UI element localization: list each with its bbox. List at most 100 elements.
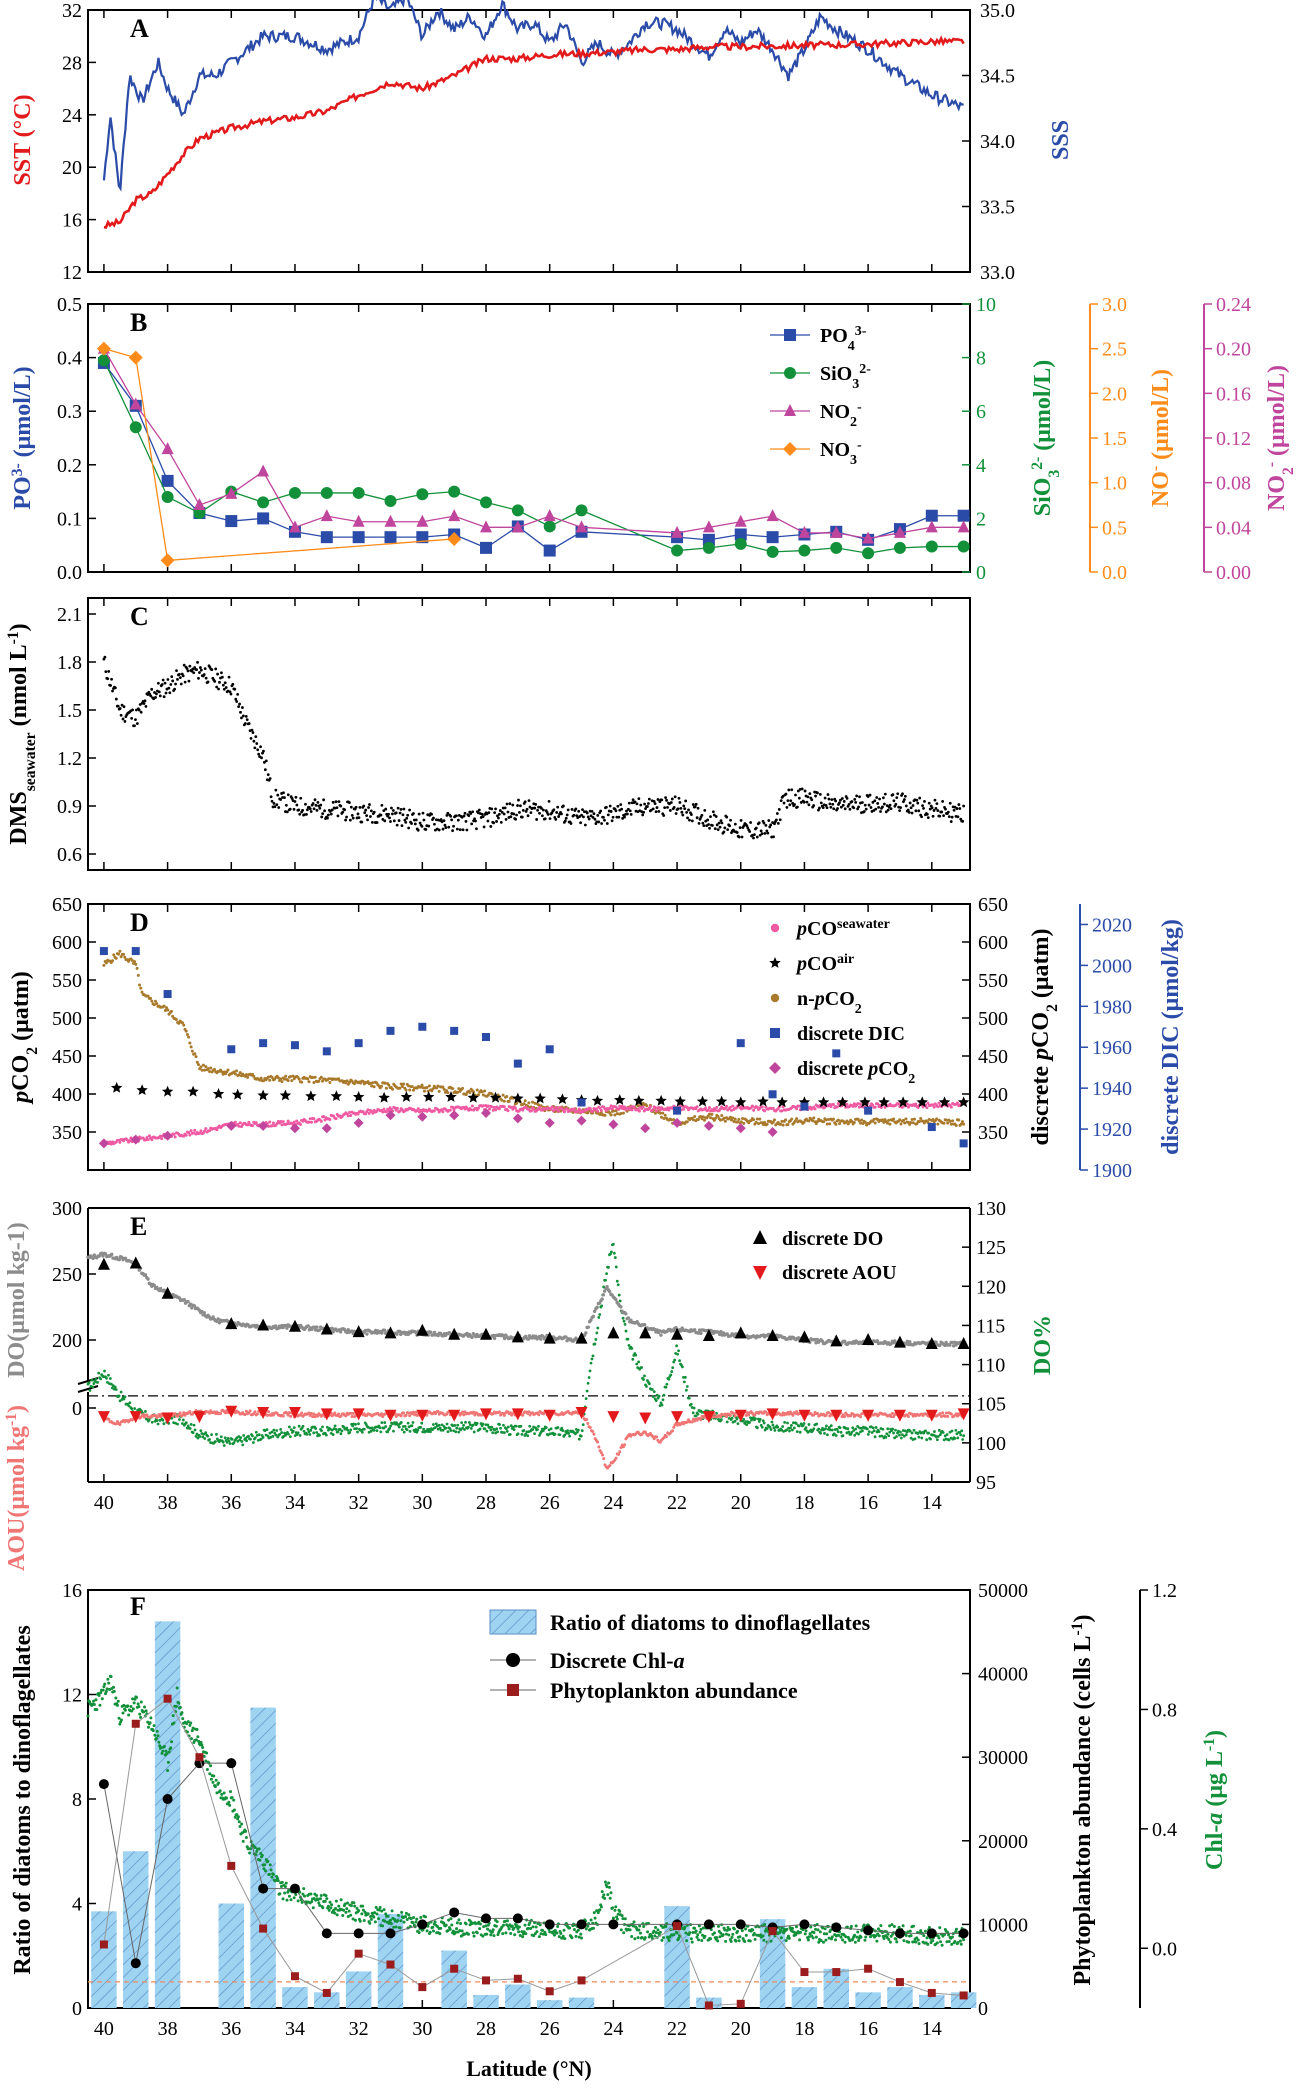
panel-c-dms-points-point (137, 708, 141, 712)
panel-e-dopercent-points-point (652, 1390, 656, 1394)
panel-d-npco2-points-point (190, 1049, 194, 1053)
panel-c-dms-points-point (593, 817, 597, 821)
panel-e-dopercent-points-point (678, 1359, 681, 1363)
panel-e-dopercent-points-point (97, 1371, 101, 1375)
panel-d-r1-tick-label: 650 (978, 894, 1008, 916)
panel-c-dms-points-point (695, 816, 699, 820)
panel-d-npco2-points-point (691, 1118, 695, 1122)
panel-c-dms-points-point (953, 805, 957, 809)
panel-c-dms-points-point (368, 803, 371, 806)
panel-e-dopercent-points-point (576, 1428, 580, 1432)
panel-e-dopercent-points-point (684, 1388, 688, 1392)
panel-c-dms-points-point (467, 814, 471, 818)
panel-c-dms-points-point (722, 830, 726, 834)
panel-e-dopercent-points-point (88, 1389, 92, 1392)
panel-c-dms-points-point (334, 800, 338, 804)
panel-e-dopercent-points-point (478, 1427, 482, 1431)
panel-d-npco2-points-point (899, 1122, 903, 1126)
panel-c-dms-points-point (335, 806, 339, 810)
panel-c-dms-points-point (186, 669, 190, 673)
panel-c-dms-points-point (779, 799, 783, 803)
panel-b-SiO3-point (416, 488, 429, 501)
panel-d-npco2-points-point (714, 1116, 718, 1120)
panel-c-dms-points-point (881, 796, 885, 800)
panel-c-dms-points-point (711, 824, 714, 827)
panel-e-dopercent-points-point (651, 1395, 655, 1399)
panel-e-dopercent-points-point (637, 1360, 641, 1364)
panel-e-dopercent-points-point (457, 1430, 461, 1434)
panel-d-npco2-points-point (166, 1008, 170, 1012)
panel-d-pco2sw-points-point (653, 1105, 657, 1109)
panel-e-do-points-point (605, 1285, 609, 1289)
panel-b-left-tick-label: 0.1 (57, 508, 82, 530)
panel-c-dms-points-point (222, 687, 226, 691)
panel-e-dopercent-points-point (103, 1369, 106, 1373)
panel-a-ylabel-left-part: SST (°C) (10, 94, 36, 185)
panel-d-npco2-points-point (150, 999, 154, 1003)
panel-c-dms-points-point (824, 804, 828, 807)
panel-e-dopercent-points-point (130, 1407, 134, 1411)
panel-d-pco2air-point (859, 1096, 871, 1108)
panel-a-ylabel-right-part: SSS (1048, 120, 1074, 160)
panel-c-dms-points-point (651, 807, 655, 811)
panel-e-dopercent-points-point (397, 1425, 401, 1429)
panel-e-right-tick-label: 95 (976, 1472, 996, 1494)
panel-d-pco2sw-points-point (198, 1131, 202, 1135)
panel-c-dms-points-point (452, 824, 455, 828)
panel-e-dopercent-points-point (90, 1378, 94, 1382)
panel-e-aou-points-point (219, 1412, 223, 1416)
panel-c-dms-points-point (625, 809, 628, 813)
panel-c-dms-points-point (543, 817, 547, 821)
panel-d-pco2sw-points-point (268, 1120, 272, 1124)
panel-e-dopercent-points-point (184, 1421, 188, 1425)
panel-c-dms-points-point (765, 829, 769, 833)
panel-d-legend-text-part: p (866, 1058, 878, 1080)
panel-d-legend-text-part: p (813, 988, 825, 1010)
panel-b-legend-text: PO43- (820, 324, 867, 354)
panel-e-axis-break (77, 1385, 99, 1393)
panel-d-npco2-points-point (960, 1120, 964, 1124)
panel-c-dms-points-point (113, 686, 117, 690)
panel-c-dms-points-point (799, 801, 803, 804)
panel-c-dms-points-point (290, 797, 294, 800)
panel-e-dopercent-points-point (581, 1423, 585, 1427)
panel-e-aou-points-point (521, 1413, 525, 1417)
panel-e-dopercent-points-point (400, 1428, 404, 1432)
panel-d-ylabel-r2-part: discrete DIC (μmol/kg) (1158, 919, 1184, 1155)
panel-e-dopercent-points-point (590, 1357, 594, 1361)
panel-c-dms-points-point (381, 817, 385, 821)
panel-c-ylabel-part: (nmol L (6, 644, 32, 732)
panel-d-npco2-points-point (599, 1111, 603, 1115)
panel-b-ylabel-r3-part: (μmol/L) (1264, 365, 1290, 462)
panel-d-npco2-points-point (149, 996, 153, 1000)
panel-c-dms-points-point (387, 812, 390, 816)
panel-d-pco2sw-points-point (246, 1123, 250, 1127)
panel-c-dms-points-point (450, 818, 454, 822)
panel-b-SiO3-point (511, 504, 524, 517)
panel-d-pco2sw-points-point (608, 1106, 612, 1110)
panel-c-dms-points-point (116, 704, 120, 708)
panel-e-dopercent-points-point (156, 1422, 160, 1426)
panel-c-dms-points-point (239, 710, 242, 714)
panel-e-dopercent-points-point (372, 1428, 376, 1432)
panel-d-npco2-points-point (780, 1119, 784, 1123)
panel-c-dms-points-point (227, 675, 231, 679)
panel-b-legend-text-part: - (857, 438, 862, 453)
panel-e-dopercent-points-point (406, 1421, 410, 1425)
panel-c-dms-points-point (633, 800, 637, 804)
panel-c-dms-points-point (947, 815, 951, 819)
panel-c-dms-points-point (523, 800, 527, 804)
panel-d-pco2air-point (897, 1096, 909, 1108)
panel-c-dms-points-point (803, 789, 807, 793)
panel-c-dms-points-point (749, 821, 753, 824)
panel-e-dopercent-points-point (265, 1428, 269, 1432)
panel-b-ylabel-r2-part: (μmol/L) (1148, 369, 1174, 466)
panel-d-npco2-points-point (268, 1078, 272, 1082)
panel-c-dms-points-point (149, 694, 153, 698)
panel-d-pco2sw-points-point (279, 1120, 283, 1124)
panel-d-npco2-points-point (531, 1100, 535, 1104)
panel-d-pco2sw-points-point (158, 1134, 162, 1138)
panel-e-dopercent-points-point (242, 1434, 246, 1437)
panel-c-dms-points-point (354, 805, 358, 809)
panel-c-dms-points-point (831, 802, 835, 806)
